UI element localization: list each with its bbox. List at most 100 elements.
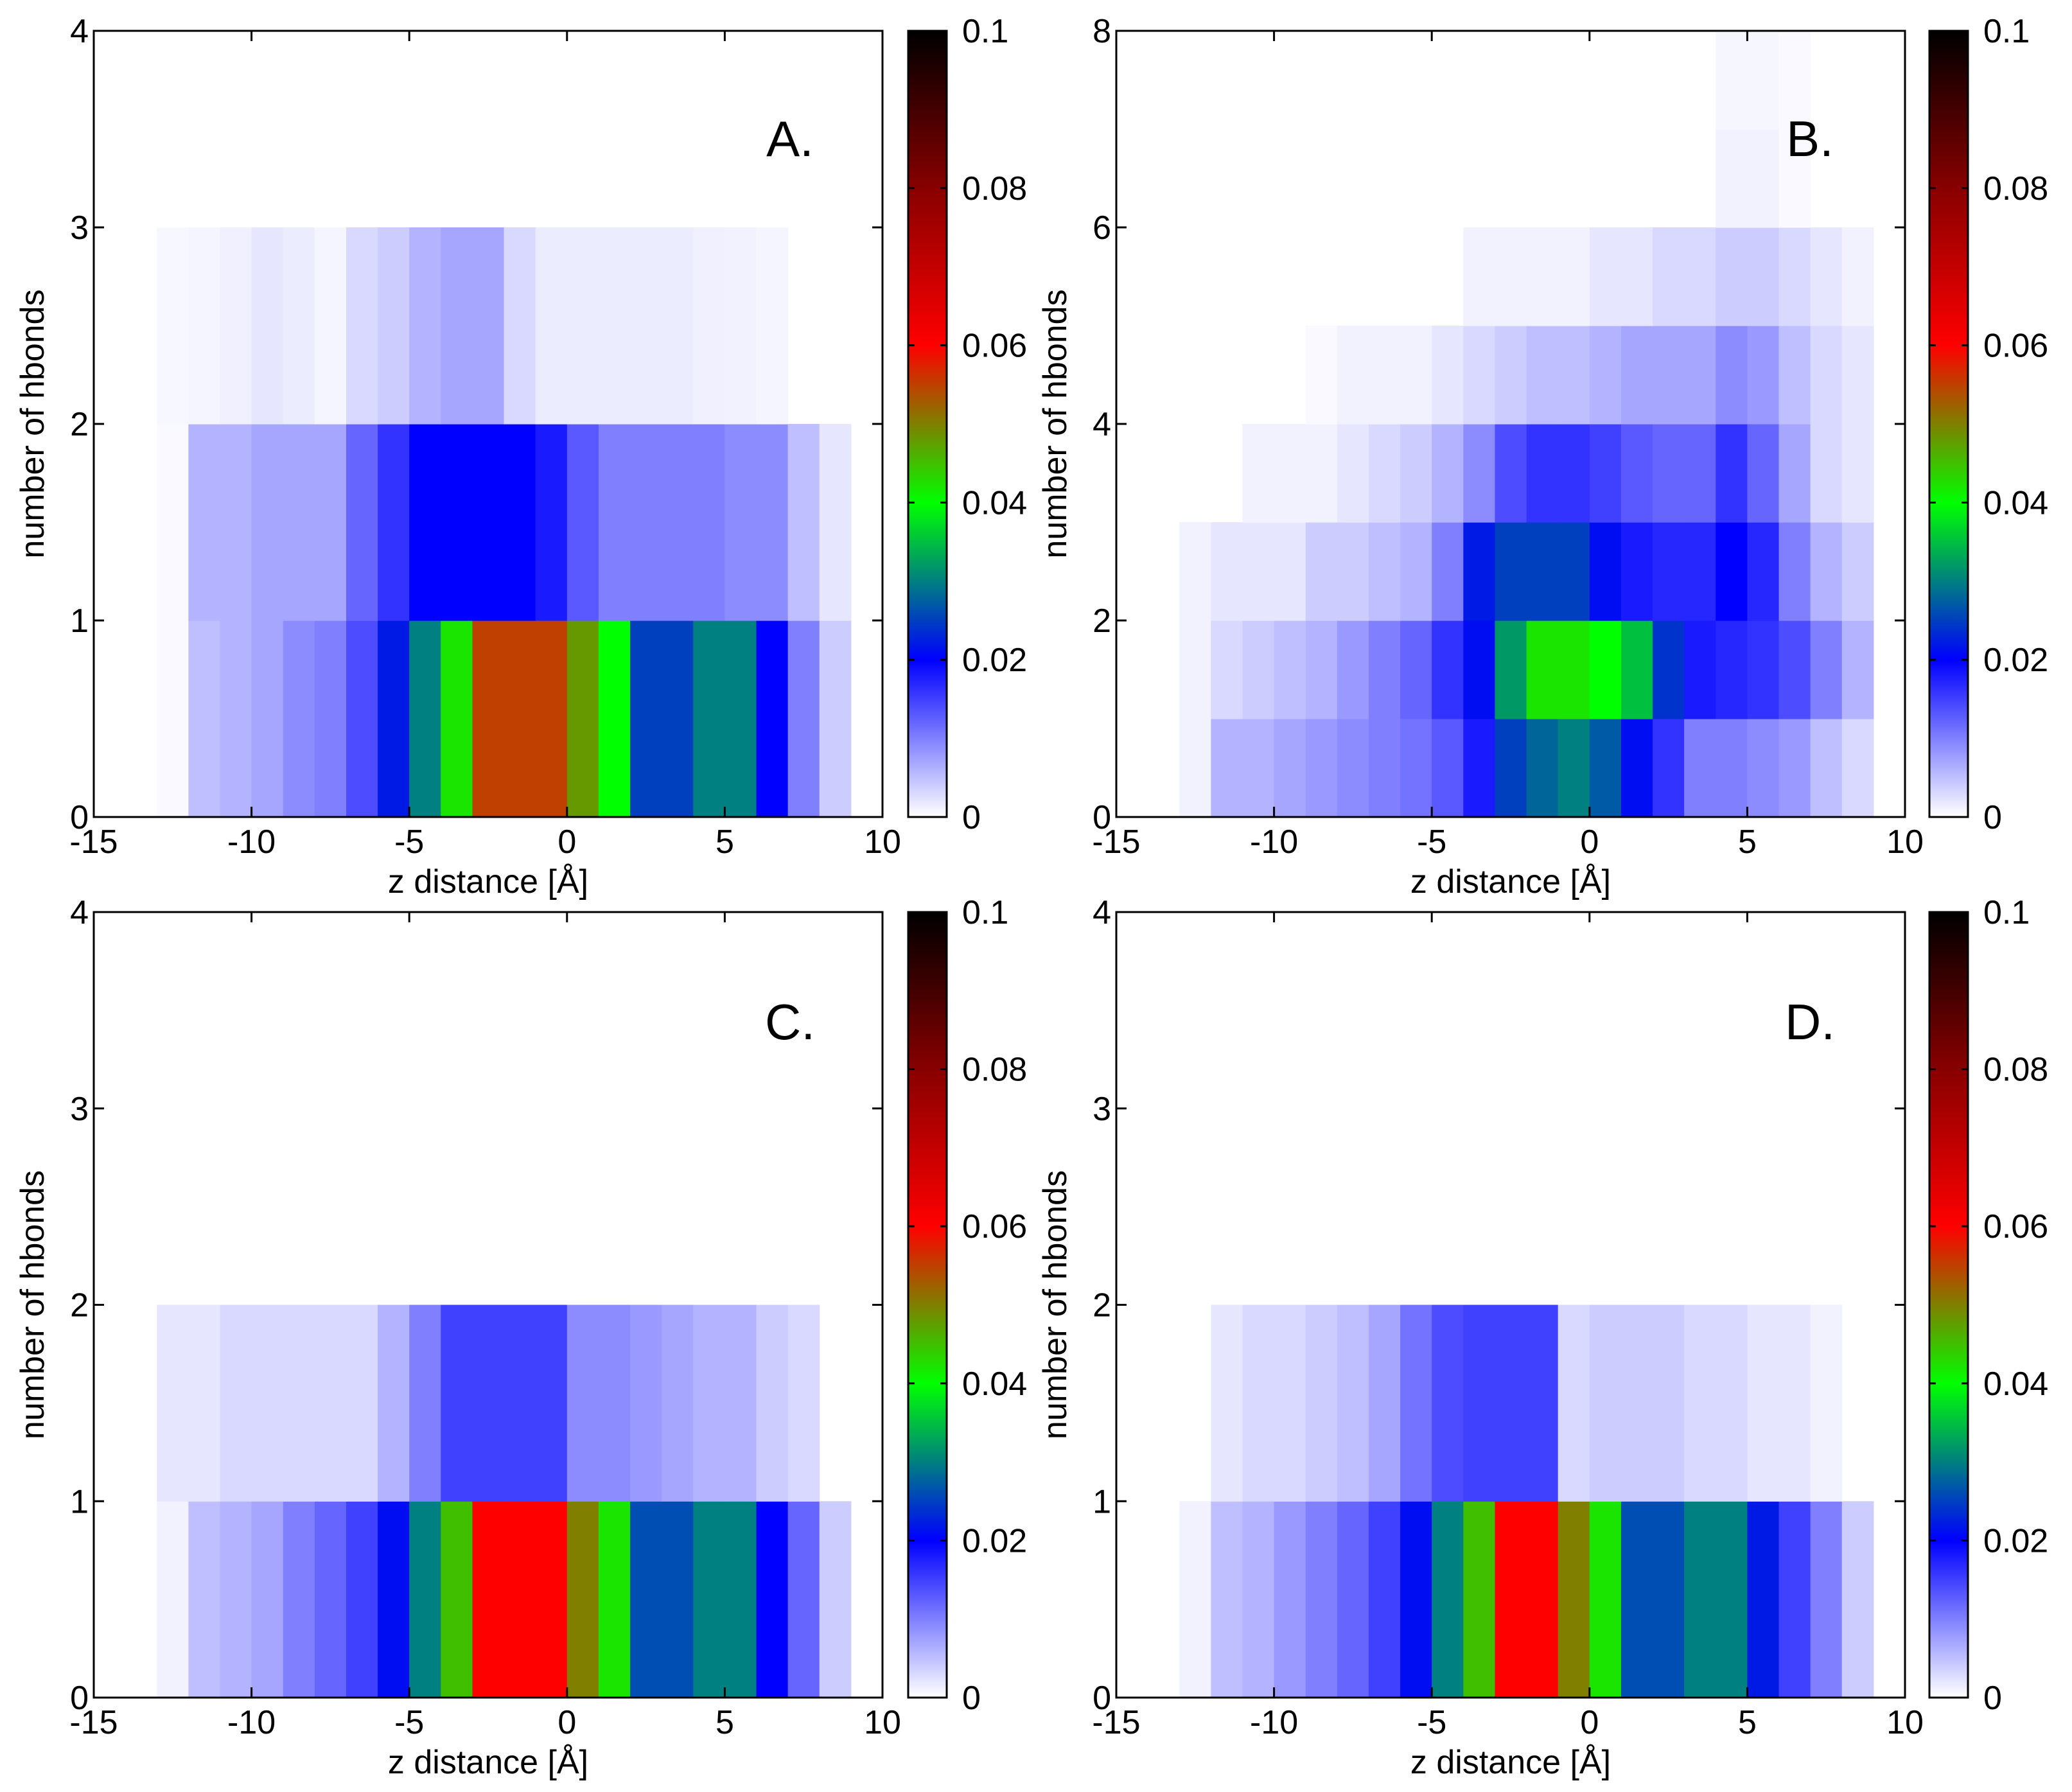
colorbar-gradient [1928, 30, 1969, 818]
heatmap-cell [1305, 424, 1338, 523]
heatmap-cell [1810, 522, 1843, 621]
heatmap-cell [1242, 522, 1275, 621]
heatmap-cell [1526, 227, 1559, 326]
heatmap-cell [1211, 1501, 1243, 1698]
heatmap-cell [220, 1304, 252, 1502]
heatmap-cell [1463, 719, 1496, 818]
heatmap-cell [1684, 424, 1716, 523]
heatmap-cell [314, 227, 347, 425]
heatmap-cell [1179, 719, 1211, 818]
heatmap-cell [378, 227, 410, 425]
x-tick-label: -15 [69, 1704, 118, 1741]
heatmap-cell [1747, 31, 1780, 130]
colorbar-gradient [1928, 911, 1969, 1699]
heatmap-panel-b: -15 -10 -5 0 5 10 0 2 4 6 8 z distance [Å] number of… [1037, 13, 2048, 900]
heatmap-cell [1716, 424, 1748, 523]
heatmap-cell [1716, 326, 1748, 425]
colorbar-tick-label: 0 [1983, 1680, 2002, 1717]
heatmap-cell [1747, 1304, 1780, 1502]
heatmap-cell [1778, 1501, 1811, 1698]
y-tick-label: 6 [1093, 209, 1111, 247]
colorbar-tick-label: 0 [962, 1680, 981, 1717]
heatmap-cell [1778, 620, 1811, 719]
heatmap-cell [1620, 326, 1653, 425]
heatmap-cell [1368, 522, 1401, 621]
heatmap-cell [1558, 326, 1590, 425]
heatmap-cell [1684, 1501, 1716, 1698]
x-tick-label: 0 [558, 823, 576, 861]
heatmap-cell [1841, 620, 1874, 719]
heatmap-cell [1778, 227, 1811, 326]
heatmap-cell [1432, 522, 1464, 621]
y-tick-label: 4 [1093, 894, 1111, 931]
y-tick-label: 3 [70, 209, 89, 247]
heatmap-cell [724, 227, 757, 425]
heatmap-cell [504, 424, 536, 621]
y-tick-label: 2 [1093, 1287, 1111, 1324]
heatmap-cell [1274, 1501, 1306, 1698]
heatmap-cell [566, 227, 599, 425]
heatmap-cell [1778, 1304, 1811, 1502]
heatmap-cell [1337, 1304, 1369, 1502]
heatmap-cell [598, 227, 631, 425]
heatmap-cell [598, 1501, 631, 1698]
heatmap-cell [1337, 424, 1369, 523]
heatmap-cell [1463, 326, 1496, 425]
heatmap-cell [1589, 227, 1622, 326]
heatmap-cell [1778, 424, 1811, 523]
heatmap-cell [1432, 1304, 1464, 1502]
heatmap-cell [819, 1501, 852, 1698]
heatmap-cell [1716, 719, 1748, 818]
y-tick-label: 0 [70, 799, 89, 836]
heatmap-cell [1242, 719, 1275, 818]
x-axis-label: z distance [Å] [1410, 1744, 1611, 1781]
heatmap-cell [1495, 326, 1527, 425]
heatmap-cell [1305, 719, 1338, 818]
heatmap-cell [1526, 1304, 1559, 1502]
heatmap-cell [220, 227, 252, 425]
heatmap-cell [662, 1501, 694, 1698]
heatmap-cell [1747, 129, 1780, 228]
heatmap-cell [1841, 227, 1874, 326]
heatmap-cell [1337, 1501, 1369, 1698]
y-tick-label: 2 [70, 1287, 89, 1324]
y-axis-label: number of hbonds [14, 289, 51, 558]
heatmap-cell [1463, 620, 1496, 719]
heatmap-cell [1400, 522, 1432, 621]
heatmap-cell [504, 1304, 536, 1502]
heatmap-cell [693, 1501, 725, 1698]
heatmap-cell [1274, 1304, 1306, 1502]
heatmap-cell [314, 424, 347, 621]
y-tick-label: 2 [1093, 602, 1111, 640]
heatmap-cell [283, 227, 315, 425]
heatmap-cell [787, 620, 820, 818]
heatmap-cell [1305, 522, 1338, 621]
heatmap-cell [724, 1304, 757, 1502]
colorbar-tick-label: 0.1 [962, 894, 1008, 931]
heatmap-cell [1179, 1501, 1211, 1698]
heatmap-cell [1620, 620, 1653, 719]
heatmap-cell [1400, 620, 1432, 719]
heatmap-cell [819, 424, 852, 621]
heatmap-cell [1368, 1501, 1401, 1698]
heatmap-cell [787, 424, 820, 621]
heatmap-cell [1179, 620, 1211, 719]
heatmap-cell [1368, 719, 1401, 818]
heatmap-cell [188, 227, 221, 425]
panel-label: B. [1786, 110, 1834, 167]
heatmap-cell [1368, 326, 1401, 425]
heatmap-cell [1747, 1501, 1780, 1698]
heatmap-cell [1463, 227, 1496, 326]
heatmap-cell [1463, 1501, 1496, 1698]
colorbar-tick-label: 0.06 [962, 1208, 1027, 1245]
heatmap-cell [314, 1501, 347, 1698]
heatmap-cell [1179, 522, 1211, 621]
colorbar-gradient [907, 911, 948, 1699]
x-tick-label: -10 [227, 823, 276, 861]
heatmap-cell [756, 620, 789, 818]
heatmap-cell [1620, 424, 1653, 523]
heatmap-cell [378, 1304, 410, 1502]
heatmap-cell [1684, 620, 1716, 719]
heatmap-cell [378, 424, 410, 621]
heatmap-cell [1368, 1304, 1401, 1502]
